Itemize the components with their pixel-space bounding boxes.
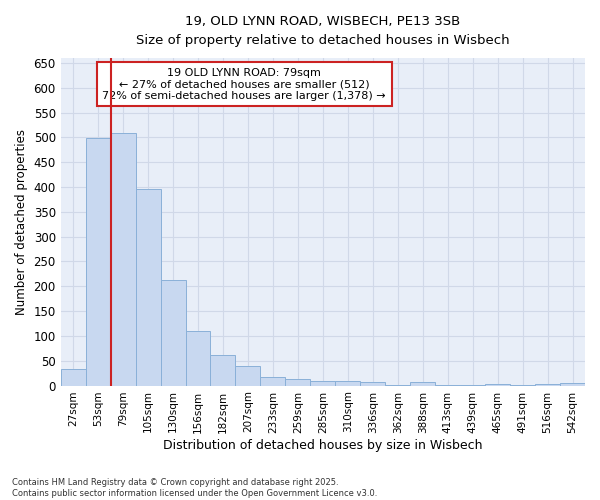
Bar (310, 381, 335, 386)
Bar (335, 381, 360, 386)
Title: 19, OLD LYNN ROAD, WISBECH, PE13 3SB
Size of property relative to detached house: 19, OLD LYNN ROAD, WISBECH, PE13 3SB Siz… (136, 15, 509, 47)
Bar (110, 134, 136, 386)
Text: 19 OLD LYNN ROAD: 79sqm
← 27% of detached houses are smaller (512)
72% of semi-d: 19 OLD LYNN ROAD: 79sqm ← 27% of detache… (103, 68, 386, 101)
Bar (185, 331, 211, 386)
Bar (410, 382, 435, 386)
Text: Contains HM Land Registry data © Crown copyright and database right 2025.
Contai: Contains HM Land Registry data © Crown c… (12, 478, 377, 498)
Bar (360, 382, 385, 386)
Bar (286, 378, 310, 386)
Bar (211, 355, 235, 386)
Bar (560, 383, 585, 386)
Bar (86, 138, 110, 386)
Bar (136, 190, 161, 386)
Bar (61, 369, 86, 386)
Bar (535, 384, 560, 386)
Bar (235, 366, 260, 386)
Bar (161, 280, 185, 386)
Y-axis label: Number of detached properties: Number of detached properties (15, 128, 28, 314)
Bar (260, 377, 286, 386)
Bar (485, 384, 510, 386)
X-axis label: Distribution of detached houses by size in Wisbech: Distribution of detached houses by size … (163, 440, 482, 452)
